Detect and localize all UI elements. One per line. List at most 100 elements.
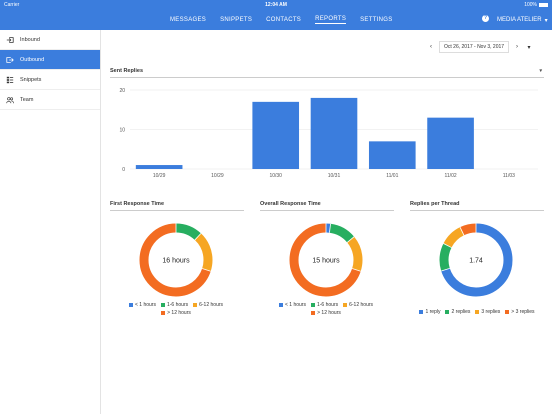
legend-label: < 1 hours: [284, 302, 306, 308]
tab-settings[interactable]: SETTINGS: [360, 16, 393, 23]
slice-separator: [329, 223, 331, 233]
sidebar-item-inbound[interactable]: Inbound: [0, 30, 100, 50]
y-tick-label: 10: [119, 128, 125, 134]
chevron-left-icon[interactable]: ‹: [430, 44, 432, 50]
sidebar-item-team[interactable]: Team: [0, 90, 100, 110]
account-menu[interactable]: MEDIA ATELIER ▾: [497, 10, 548, 30]
carrier-label: Carrier: [4, 2, 20, 8]
x-tick-label: 11/02: [444, 173, 456, 179]
legend-label: 1-6 hours: [316, 302, 339, 308]
caret-down-icon[interactable]: ▾: [527, 44, 531, 51]
donut-center-label: 1.74: [469, 258, 483, 265]
legend-item: 1-6 hours: [310, 302, 339, 308]
x-tick-label: 10/29: [211, 173, 224, 179]
slice-separator: [441, 267, 450, 272]
legend-item: 3 replies: [475, 309, 500, 315]
legend-swatch: [419, 310, 424, 314]
outbox-icon: [6, 56, 14, 63]
bar[interactable]: [135, 165, 183, 169]
donut-center-label: 16 hours: [162, 258, 190, 265]
sidebar-item-label: Outbound: [20, 56, 45, 63]
legend-label: > 12 hours: [317, 310, 341, 316]
legend-item: < 1 hours: [278, 302, 306, 308]
date-range-label[interactable]: Oct 26, 2017 - Nov 3, 2017: [439, 41, 510, 53]
donut-slice[interactable]: [139, 223, 213, 297]
legend-item: 1 reply: [419, 309, 440, 315]
legend-item: < 1 hours: [128, 302, 156, 308]
sidebar-item-label: Team: [20, 96, 34, 103]
legend-label: 1 reply: [425, 309, 441, 315]
first-response-legend: < 1 hours 1-6 hours 6-12 hours > 12 hour…: [120, 302, 232, 316]
sidebar-item-snippets[interactable]: Snippets: [0, 70, 100, 90]
legend-swatch: [161, 311, 166, 315]
bar[interactable]: [427, 117, 474, 169]
legend-swatch: [193, 303, 198, 307]
sidebar-item-label: Inbound: [20, 36, 40, 43]
slice-separator: [443, 243, 452, 248]
replies-per-thread-title: Replies per Thread: [410, 201, 460, 207]
snippets-icon: [6, 76, 14, 83]
battery-icon: [539, 3, 548, 7]
legend-label: 2 replies: [451, 309, 471, 315]
sidebar-item-label: Snippets: [20, 76, 42, 83]
x-tick-label: 10/31: [328, 173, 341, 179]
legend-item: > 12 hours: [311, 310, 341, 316]
legend-label: 6-12 hours: [199, 302, 224, 308]
chevron-down-icon: ▾: [544, 17, 548, 24]
legend-label: > 12 hours: [167, 310, 191, 316]
legend-label: 1-6 hours: [166, 302, 189, 308]
donut-center-label: 15 hours: [312, 258, 340, 265]
legend-item: 6-12 hours: [343, 302, 373, 308]
status-bar: Carrier 12:04 AM 100%: [0, 0, 552, 10]
top-nav: MESSAGES SNIPPETS CONTACTS REPORTS SETTI…: [0, 10, 552, 30]
legend-swatch: [475, 310, 480, 314]
inbox-in-icon: [6, 36, 14, 43]
legend-label: 3 replies: [481, 309, 501, 315]
replies-per-thread-header: Replies per Thread: [410, 201, 544, 211]
donut-slice[interactable]: [439, 223, 513, 297]
date-range-picker: ‹ Oct 26, 2017 - Nov 3, 2017 › ▾: [427, 41, 533, 53]
overall-response-legend: < 1 hours 1-6 hours 6-12 hours > 12 hour…: [270, 302, 382, 316]
overall-response-header: Overall Response Time: [260, 201, 394, 211]
tab-messages[interactable]: MESSAGES: [170, 16, 207, 23]
legend-item: > 3 replies: [505, 309, 535, 315]
battery-percent: 100%: [524, 2, 537, 8]
sent-replies-svg: 0 10 20 10/29 10/29 10/30 10/31 11/01 11/02 11/03: [119, 88, 538, 179]
donut-slice[interactable]: [289, 223, 363, 297]
first-response-header: First Response Time: [110, 201, 244, 211]
legend-swatch: [278, 303, 283, 307]
nav-tabs: MESSAGES SNIPPETS CONTACTS REPORTS SETTI…: [170, 10, 393, 30]
tab-reports[interactable]: REPORTS: [315, 16, 347, 24]
tab-contacts[interactable]: CONTACTS: [266, 16, 302, 23]
slice-separator: [194, 233, 202, 241]
sent-replies-chart: 0 10 20 10/29 10/29 10/30 10/31 11/01 11/02 11/03: [110, 80, 544, 184]
account-name: MEDIA ATELIER: [497, 17, 542, 23]
bar[interactable]: [310, 97, 358, 169]
legend-swatch: [311, 311, 316, 315]
replies-per-thread-legend: 1 reply 2 replies 3 replies > 3 replies: [410, 309, 544, 315]
overall-response-donut: 15 hours: [289, 223, 363, 297]
battery-status: 100%: [524, 2, 548, 8]
bar[interactable]: [368, 141, 416, 169]
legend-item: 1-6 hours: [160, 302, 189, 308]
legend-swatch: [343, 303, 348, 307]
replies-per-thread-donut: 1.74: [439, 223, 513, 297]
overall-response-title: Overall Response Time: [260, 201, 321, 207]
sent-replies-title: Sent Replies: [110, 68, 144, 74]
slice-separator: [202, 268, 211, 272]
first-response-title: First Response Time: [110, 201, 164, 207]
x-tick-label: 11/01: [386, 173, 398, 179]
clock: 12:04 AM: [265, 2, 287, 8]
bar[interactable]: [252, 101, 300, 169]
tab-snippets[interactable]: SNIPPETS: [220, 16, 253, 23]
sent-replies-header[interactable]: Sent Replies ▾: [110, 68, 544, 78]
legend-swatch: [160, 303, 165, 307]
sidebar-item-outbound[interactable]: Outbound: [0, 50, 100, 70]
legend-swatch: [128, 303, 133, 307]
legend-swatch: [505, 310, 510, 314]
slice-separator: [459, 227, 465, 236]
first-response-donut: 16 hours: [139, 223, 213, 297]
legend-swatch: [445, 310, 450, 314]
help-icon[interactable]: ?: [482, 15, 489, 22]
chevron-right-icon[interactable]: ›: [516, 44, 519, 50]
